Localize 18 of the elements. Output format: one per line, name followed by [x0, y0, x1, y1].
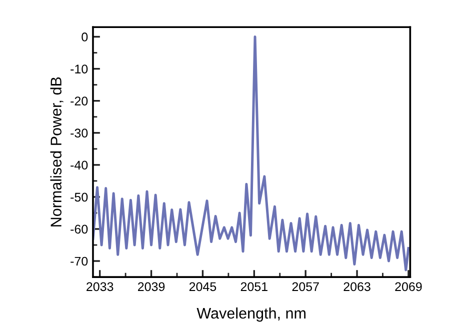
- y-tick-label: 0: [82, 32, 88, 42]
- y-tick-label: -40: [70, 160, 88, 170]
- line-series: [92, 36, 410, 272]
- y-tick-label: -10: [70, 64, 88, 74]
- x-tick-label: 2033: [86, 282, 114, 292]
- y-axis-title: Normalised Power, dB: [50, 77, 64, 226]
- x-tick-label: 2069: [395, 282, 422, 292]
- x-tick-label: 2063: [344, 282, 370, 292]
- x-tick-label: 2039: [138, 282, 165, 292]
- x-tick-label: 2057: [292, 282, 319, 292]
- y-tick-label: -60: [70, 224, 88, 234]
- x-tick-label: 2051: [240, 282, 268, 292]
- y-tick-label: -50: [70, 192, 88, 202]
- y-tick-label: -70: [70, 256, 88, 266]
- y-tick-label: -20: [70, 96, 88, 106]
- y-tick-label: -30: [70, 128, 88, 138]
- x-tick-label: 2045: [189, 282, 216, 292]
- x-axis-title: Wavelength, nm: [196, 307, 306, 322]
